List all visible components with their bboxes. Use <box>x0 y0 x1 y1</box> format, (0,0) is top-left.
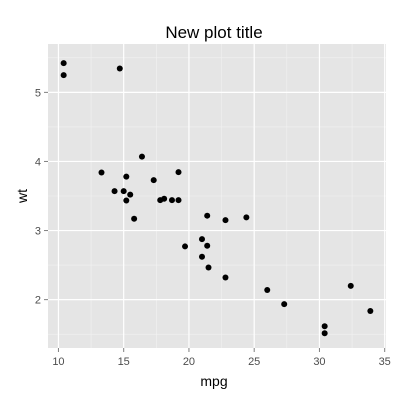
data-point <box>157 197 164 204</box>
x-tick-label: 35 <box>379 356 391 368</box>
data-point <box>150 177 157 184</box>
data-point <box>347 282 354 289</box>
x-tick-label: 10 <box>52 356 64 368</box>
y-tick-label: 5 <box>35 87 41 99</box>
x-tick-label: 15 <box>118 356 130 368</box>
data-point <box>243 214 250 221</box>
grid-major <box>48 44 386 348</box>
data-point <box>138 153 145 160</box>
data-point <box>60 60 67 67</box>
data-point <box>198 236 205 243</box>
data-point <box>131 215 138 222</box>
data-point <box>264 286 271 293</box>
data-point <box>120 188 127 195</box>
x-tick-label: 25 <box>248 356 260 368</box>
x-tick-label: 20 <box>183 356 195 368</box>
data-point <box>321 330 328 337</box>
x-axis-ticks: 10 15 20 25 30 35 <box>52 348 391 368</box>
data-point <box>222 274 229 281</box>
data-point <box>204 212 211 219</box>
data-point <box>367 308 374 315</box>
data-point <box>127 191 134 198</box>
data-points <box>60 60 374 337</box>
data-point <box>175 169 182 176</box>
data-point <box>281 301 288 308</box>
data-point <box>123 197 130 204</box>
y-tick-label: 2 <box>35 295 41 307</box>
data-point <box>204 242 211 249</box>
data-point <box>182 243 189 250</box>
data-point <box>60 72 67 79</box>
y-axis-label: wt <box>14 189 30 204</box>
data-point <box>222 217 229 224</box>
y-tick-label: 4 <box>35 156 41 168</box>
x-axis-label: mpg <box>200 373 227 389</box>
grid-minor <box>48 44 386 348</box>
data-point <box>198 253 205 260</box>
data-point <box>116 65 123 72</box>
x-tick-label: 30 <box>313 356 325 368</box>
data-point <box>123 173 130 180</box>
y-tick-label: 3 <box>35 226 41 238</box>
data-point <box>111 188 118 195</box>
data-point <box>98 169 105 176</box>
chart-title: New plot title <box>165 23 262 42</box>
data-point <box>175 197 182 204</box>
data-point <box>205 264 212 271</box>
data-point <box>321 323 328 330</box>
data-point <box>168 197 175 204</box>
y-axis-ticks: 2 3 4 5 <box>35 87 48 307</box>
